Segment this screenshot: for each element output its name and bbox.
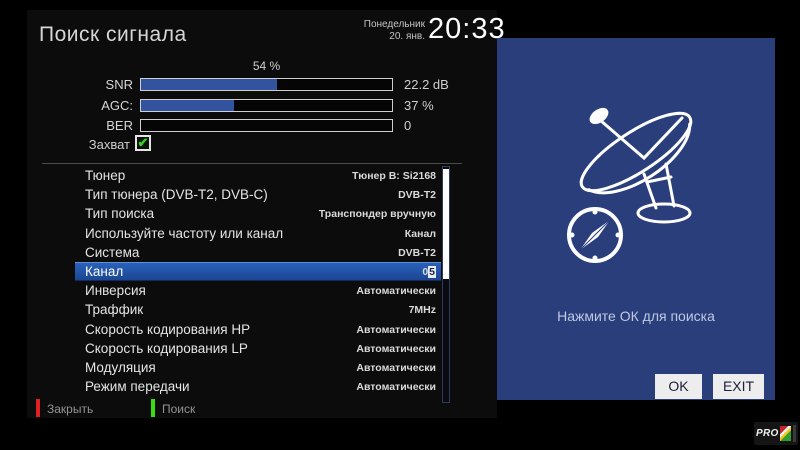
search-side-panel: Нажмите ОК для поиска OK EXIT	[497, 38, 775, 400]
setting-label: Траффик	[85, 302, 144, 318]
setting-label: Скорость кодирования HP	[85, 321, 251, 337]
search-hint[interactable]: Поиск	[162, 402, 196, 416]
snr-percent-label: 54 %	[252, 59, 281, 73]
page-title: Поиск сигнала	[39, 23, 187, 46]
meter-value: 37 %	[404, 97, 434, 113]
red-key-icon	[36, 399, 40, 417]
meter-bar	[140, 119, 393, 132]
list-item[interactable]: Система DVB-T2	[75, 243, 441, 262]
setting-label: Скорость кодирования LP	[85, 340, 248, 356]
setting-value: Автоматически	[356, 361, 436, 374]
meter-bar-fill	[141, 99, 234, 111]
list-item[interactable]: Тюнер Тюнер B: Si2168	[75, 166, 441, 185]
satellite-dish-icon	[567, 107, 693, 263]
exit-button[interactable]: EXIT	[713, 374, 764, 399]
setting-value: Транспондер вручную	[318, 208, 436, 221]
setting-label: Система	[85, 244, 140, 260]
meter-label: AGC:	[101, 97, 133, 113]
weekday-label: Понедельник	[363, 19, 425, 30]
setting-value: DVB-T2	[398, 189, 436, 202]
list-item[interactable]: Модуляция Автоматически	[75, 358, 441, 377]
setting-value: Автоматически	[356, 323, 436, 336]
scrollbar[interactable]	[442, 166, 450, 403]
list-item[interactable]: Используйте частоту или канал Канал	[75, 224, 441, 243]
meter-value: 0	[404, 118, 412, 133]
lock-checkbox: ✔	[135, 135, 151, 151]
setting-label: Тюнер	[85, 168, 126, 183]
setting-label: Тип тюнера (DVB-T2, DVB-C)	[85, 187, 268, 203]
meter-bar	[140, 98, 393, 112]
setting-value: Автоматически	[356, 285, 436, 298]
setting-label: Канал	[85, 263, 124, 279]
setting-value: DVB-T2	[398, 246, 436, 259]
watermark-label: PRO	[756, 428, 779, 439]
ok-button[interactable]: OK	[655, 374, 702, 399]
list-item[interactable]: Инверсия Автоматически	[75, 281, 441, 300]
list-item[interactable]: Скорость кодирования HP Автоматически	[75, 320, 441, 339]
settings-list: Тюнер Тюнер B: Si2168 Тип тюнера (DVB-T2, …	[75, 166, 441, 396]
meter-bar-fill	[141, 79, 277, 90]
green-key-icon	[151, 399, 155, 417]
setting-value: 7MHz	[408, 304, 436, 317]
clock: 20:33	[428, 13, 506, 45]
channel-watermark: PRO	[754, 422, 798, 445]
list-item[interactable]: Канал 05	[75, 261, 441, 282]
meter-value: 22.2 dB	[404, 77, 449, 92]
meter-label: BER	[106, 118, 133, 133]
divider	[42, 163, 462, 164]
setting-value: Тюнер B: Si2168	[351, 170, 436, 182]
setting-value: 05	[422, 265, 436, 278]
setting-label: Режим передачи	[85, 379, 190, 395]
setting-value: Автоматически	[356, 342, 436, 355]
close-hint[interactable]: Закрыть	[47, 402, 94, 416]
setting-label: Инверсия	[85, 283, 146, 299]
signal-meter-row: BER 0	[27, 117, 497, 138]
signal-meter-row: SNR 22.2 dB	[27, 76, 497, 97]
signal-meters: SNR 22.2 dB AGC: 37 % BER 0	[27, 76, 497, 138]
list-item[interactable]: Траффик 7MHz	[75, 300, 441, 319]
edit-cursor: 5	[428, 265, 436, 278]
list-item[interactable]: Тип поиска Транспондер вручную	[75, 204, 441, 223]
signal-meter-row: AGC: 37 %	[27, 97, 497, 118]
lock-label: Захват	[88, 137, 130, 152]
list-item[interactable]: Скорость кодирования LP Автоматически	[75, 339, 441, 358]
setting-label: Тип поиска	[85, 206, 155, 222]
meter-label: SNR	[105, 77, 133, 92]
tv-logo-icon	[779, 426, 792, 441]
list-item[interactable]: Тип тюнера (DVB-T2, DVB-C) DVB-T2	[75, 185, 441, 204]
setting-label: Модуляция	[85, 359, 156, 375]
setting-value: Автоматически	[356, 381, 436, 394]
list-item[interactable]: Режим передачи Автоматически	[75, 377, 441, 396]
date-label: 20. янв.	[389, 31, 425, 42]
scrollbar-thumb[interactable]	[443, 169, 449, 279]
press-ok-hint: Нажмите ОК для поиска	[557, 308, 715, 324]
watermark-side-strip	[793, 425, 796, 442]
setting-label: Используйте частоту или канал	[85, 225, 284, 241]
signal-search-panel: Поиск сигнала Понедельник 20. янв. 20:33…	[27, 10, 505, 418]
meter-bar	[140, 78, 393, 91]
setting-value: Канал	[404, 227, 436, 240]
